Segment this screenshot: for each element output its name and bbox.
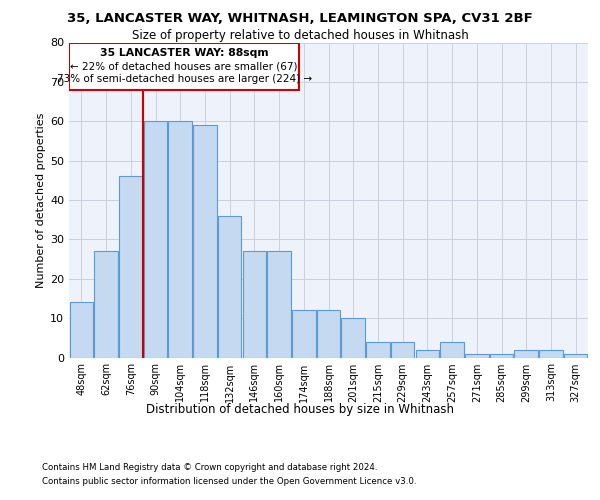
Bar [218, 216, 241, 358]
Bar [564, 354, 587, 358]
Bar [465, 354, 488, 358]
Bar [317, 310, 340, 358]
Bar [119, 176, 143, 358]
Text: Distribution of detached houses by size in Whitnash: Distribution of detached houses by size … [146, 402, 454, 415]
Bar [440, 342, 464, 357]
Bar [514, 350, 538, 358]
Bar [94, 251, 118, 358]
FancyBboxPatch shape [70, 42, 299, 90]
Bar [539, 350, 563, 358]
Bar [391, 342, 415, 357]
Bar [169, 121, 192, 358]
Bar [366, 342, 389, 357]
Text: Contains HM Land Registry data © Crown copyright and database right 2024.: Contains HM Land Registry data © Crown c… [42, 462, 377, 471]
Y-axis label: Number of detached properties: Number of detached properties [36, 112, 46, 288]
Bar [193, 125, 217, 358]
Text: Contains public sector information licensed under the Open Government Licence v3: Contains public sector information licen… [42, 478, 416, 486]
Bar [341, 318, 365, 358]
Bar [490, 354, 513, 358]
Bar [242, 251, 266, 358]
Text: 35, LANCASTER WAY, WHITNASH, LEAMINGTON SPA, CV31 2BF: 35, LANCASTER WAY, WHITNASH, LEAMINGTON … [67, 12, 533, 26]
Bar [144, 121, 167, 358]
Text: 35 LANCASTER WAY: 88sqm: 35 LANCASTER WAY: 88sqm [100, 48, 268, 58]
Text: ← 22% of detached houses are smaller (67): ← 22% of detached houses are smaller (67… [70, 62, 298, 72]
Bar [268, 251, 291, 358]
Text: Size of property relative to detached houses in Whitnash: Size of property relative to detached ho… [131, 29, 469, 42]
Bar [292, 310, 316, 358]
Bar [70, 302, 93, 358]
Bar [416, 350, 439, 358]
Text: 73% of semi-detached houses are larger (224) →: 73% of semi-detached houses are larger (… [56, 74, 312, 84]
